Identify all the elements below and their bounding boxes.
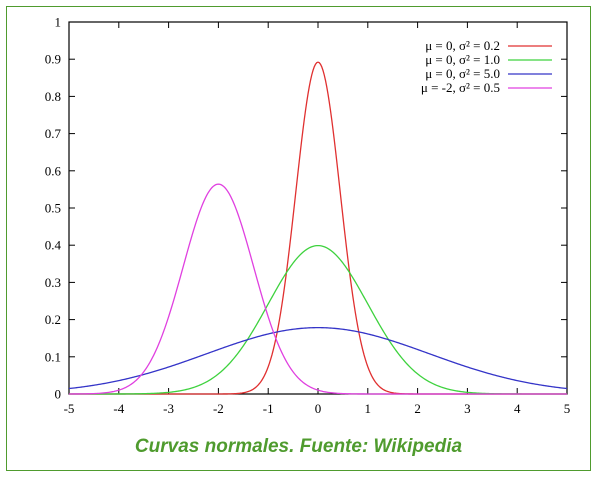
normal-curves-chart: -5 -4 -3 -2 -1 0 1 2 3 4 5 00.10.20.30.40.50.60.70… [45,15,571,417]
legend-label: μ = 0, σ² = 0.2 [425,38,500,53]
x-tick-label: 4 [514,401,521,416]
x-tick-label: 1 [365,401,372,416]
x-tick-label: 0 [315,401,322,416]
x-tick-label: -1 [263,401,274,416]
curve-series-1 [69,61,567,395]
y-tick-label: 0.9 [45,52,61,67]
x-tick-label: -2 [213,401,224,416]
figure-caption: Curvas normales. Fuente: Wikipedia [134,436,463,457]
legend-label: μ = -2, σ² = 0.5 [421,80,500,95]
curve-series-4 [69,183,567,395]
y-tick-label: 0 [55,387,62,402]
y-tick-label: 0.8 [45,89,61,104]
y-tick-label: 0.2 [45,312,61,327]
legend: μ = 0, σ² = 0.2μ = 0, σ² = 1.0μ = 0, σ² … [421,38,552,95]
y-tick-label: 0.4 [45,238,62,253]
x-tick-label: 2 [414,401,421,416]
x-tick-label: -4 [113,401,124,416]
x-tick-label: 5 [564,401,571,416]
y-tick-label: 0.1 [45,349,61,364]
legend-label: μ = 0, σ² = 5.0 [425,66,500,81]
x-axis-ticks: -5 -4 -3 -2 -1 0 1 2 3 4 5 [64,22,571,416]
y-tick-label: 0.5 [45,201,61,216]
x-tick-label: -3 [163,401,174,416]
y-tick-label: 0.3 [45,275,61,290]
curve-series-3 [68,326,568,390]
x-tick-label: 3 [464,401,471,416]
y-tick-label: 0.6 [45,163,62,178]
y-axis-ticks: 0 0.1 0.2 0.3 0.4 0.5 0.6 0.7 0.8 0.9 1 [45,15,567,402]
legend-label: μ = 0, σ² = 1.0 [425,52,500,67]
x-tick-label: -5 [64,401,75,416]
curves [68,61,568,395]
y-tick-label: 1 [55,15,62,30]
y-tick-label: 0.7 [45,126,62,141]
